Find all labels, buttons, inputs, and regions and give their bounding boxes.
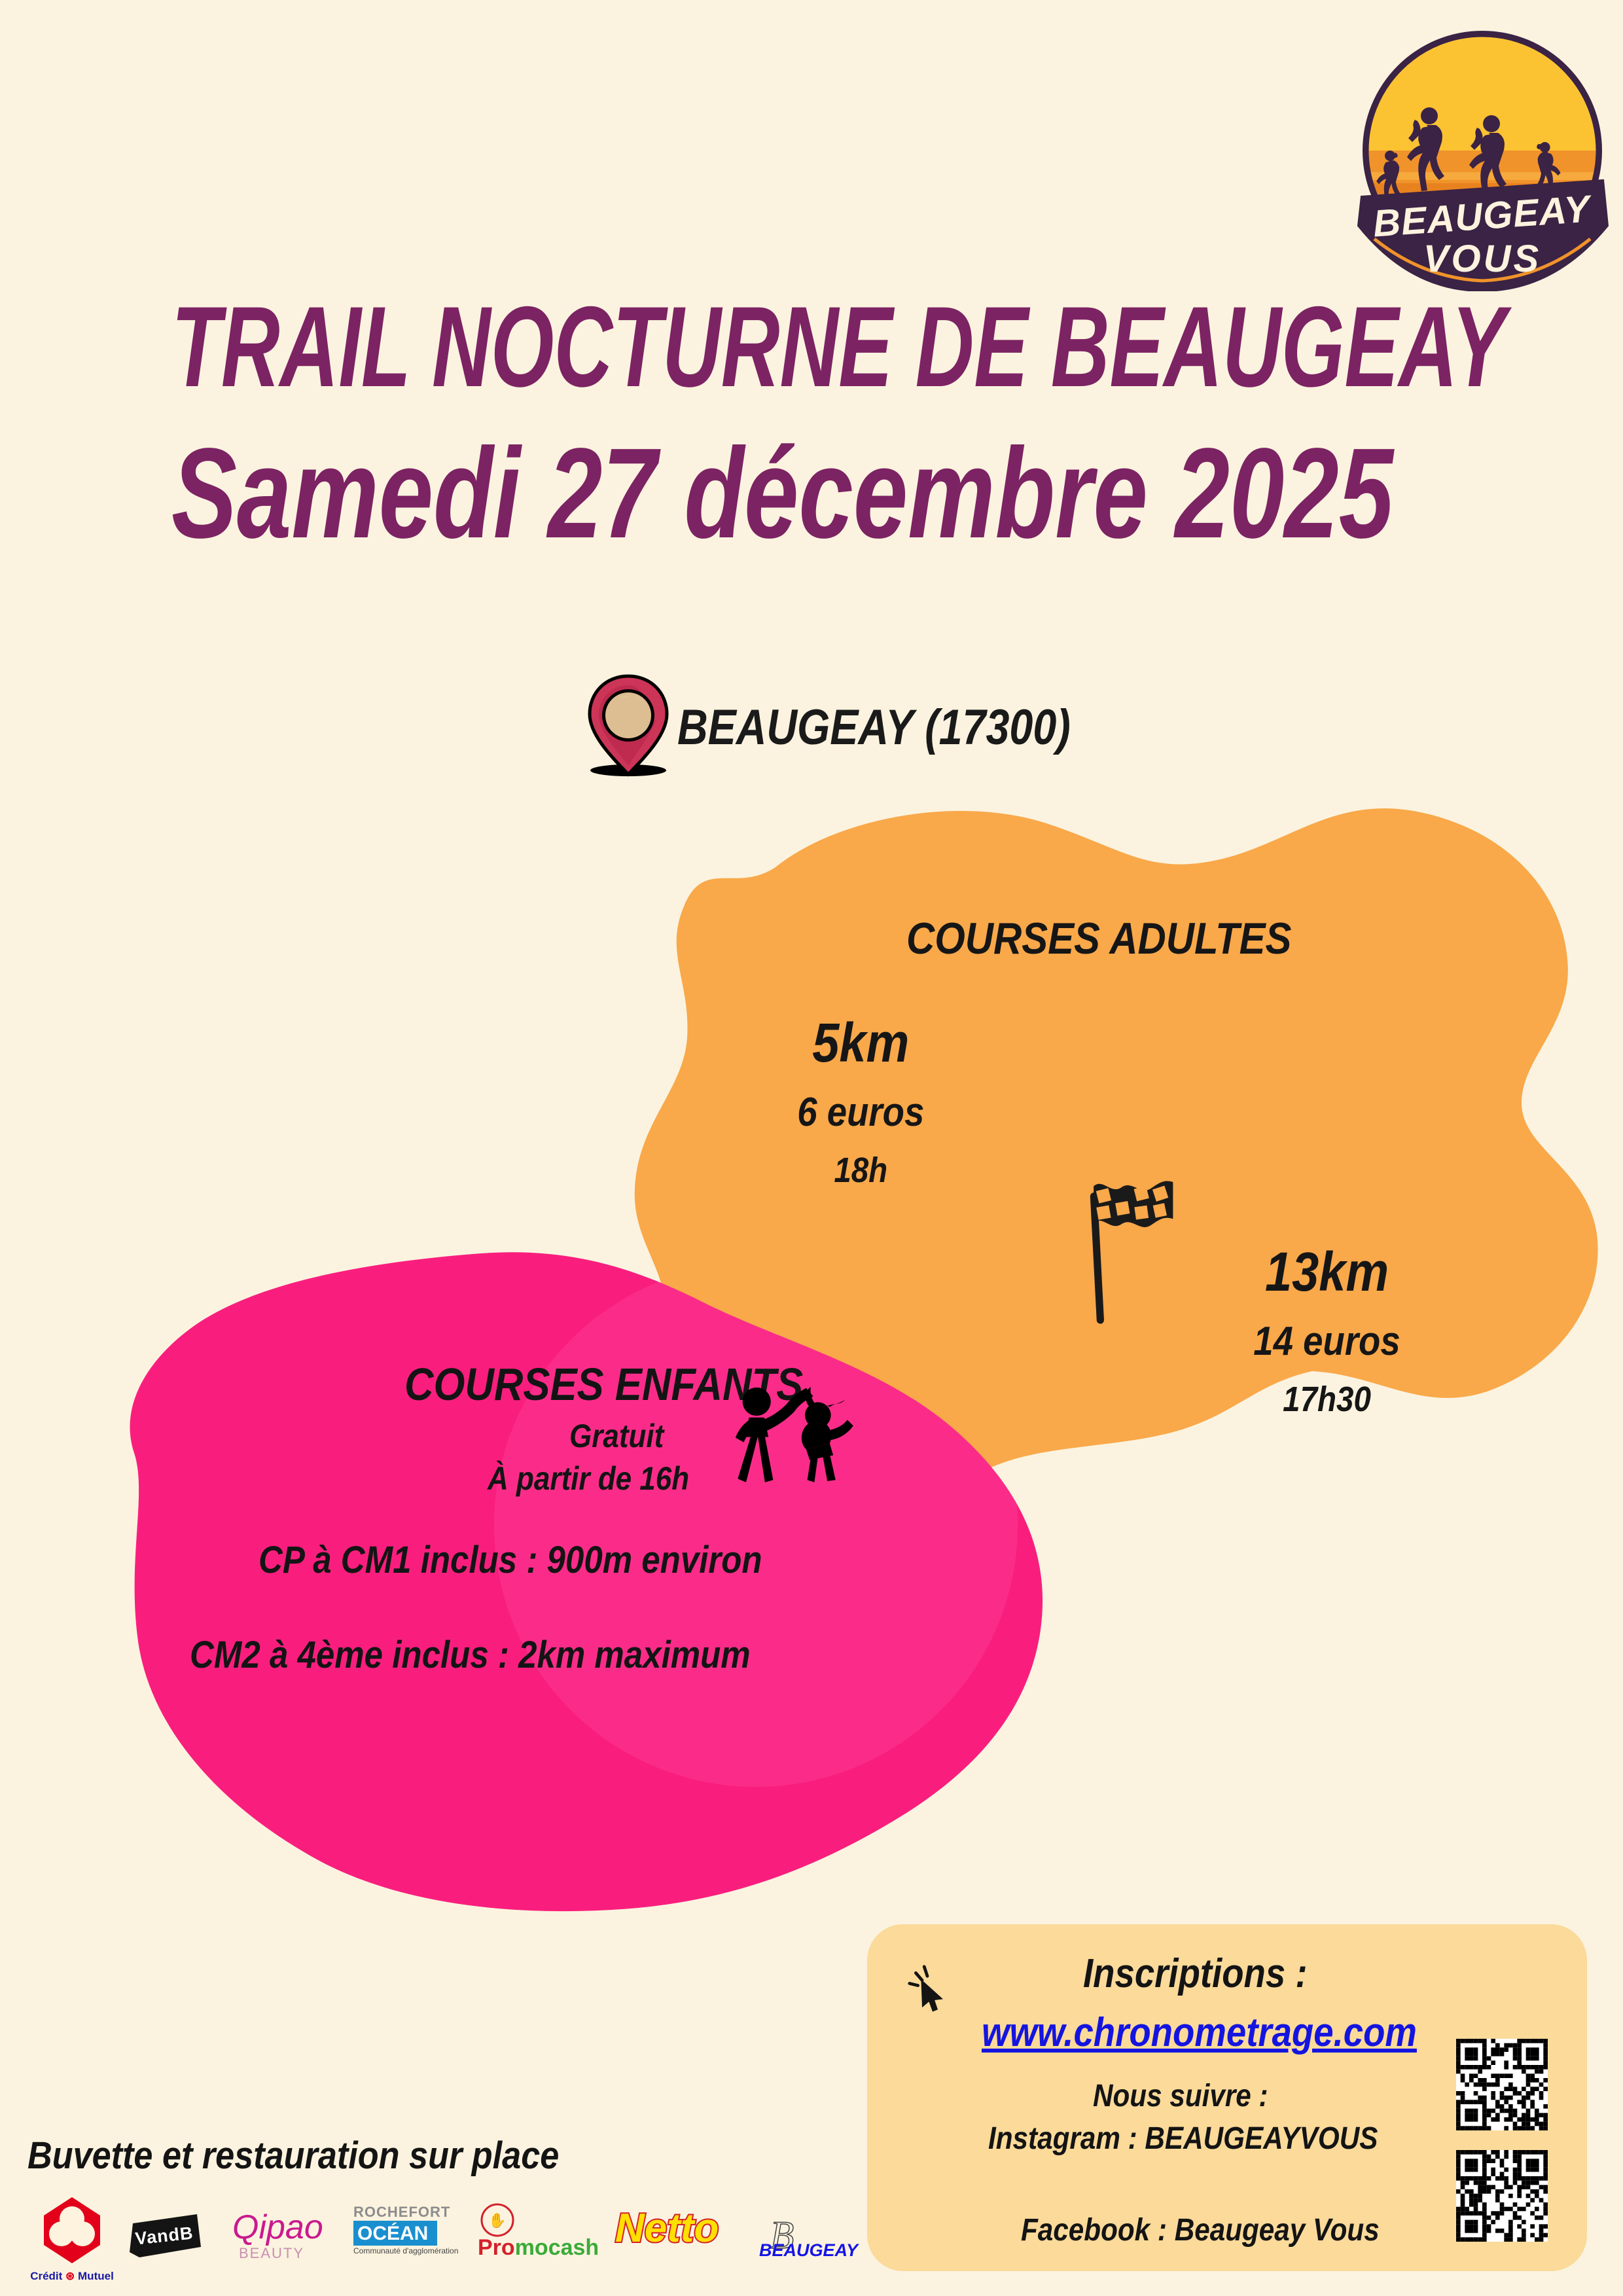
svg-text:BEAUTY: BEAUTY (239, 2245, 304, 2261)
svg-text:Promocash: Promocash (478, 2235, 599, 2260)
svg-text:VOUS: VOUS (1423, 238, 1541, 280)
svg-text:BEAUGEAY: BEAUGEAY (759, 2240, 860, 2260)
svg-text:Qipao: Qipao (232, 2208, 323, 2246)
svg-text:✋: ✋ (488, 2212, 506, 2229)
svg-text:Netto: Netto (615, 2206, 719, 2251)
svg-text:OCÉAN: OCÉAN (357, 2222, 428, 2244)
svg-text:Crédit ⊛ Mutuel: Crédit ⊛ Mutuel (30, 2270, 114, 2282)
svg-text:ROCHEFORT: ROCHEFORT (353, 2204, 450, 2220)
svg-text:Communauté d'agglomération: Communauté d'agglomération (353, 2246, 458, 2255)
